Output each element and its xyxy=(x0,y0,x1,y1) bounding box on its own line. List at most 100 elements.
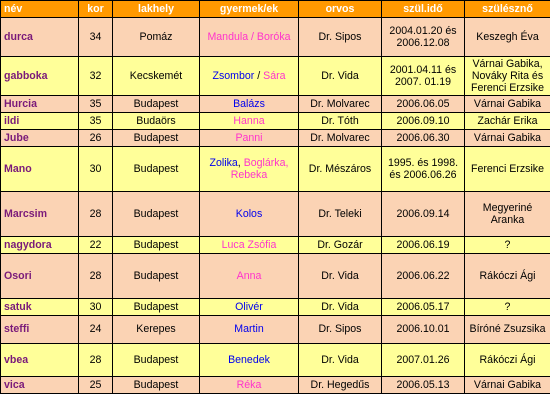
kid-name-girl: Hanna xyxy=(233,114,265,127)
cell-name: Mano xyxy=(0,146,79,192)
cell-kids: Anna xyxy=(199,253,299,299)
cell-name: Hurcia xyxy=(0,95,79,113)
table-row: steffi 24 Kerepes Martin Dr. Sipos 2006.10.01… xyxy=(0,315,550,344)
kid-name-girl: Panni xyxy=(235,131,263,144)
cell-midwife: Várnai Gabika xyxy=(464,376,550,394)
kid-name-boy: Zsombor xyxy=(212,69,255,82)
cell-kids: Kolos xyxy=(199,191,299,237)
cell-midwife: Rákóczi Ági xyxy=(464,253,550,299)
cell-kids: Benedek xyxy=(199,343,299,377)
kid-name-girl: Boglárka, Rebeka xyxy=(230,156,289,181)
cell-town: Budapest xyxy=(112,343,200,377)
table-row: Jube 26 Budapest Panni Dr. Molvarec 2006.06.3… xyxy=(0,129,550,147)
cell-town: Budapest xyxy=(112,95,200,113)
cell-midwife: Rákóczi Ági xyxy=(464,343,550,377)
table-row: Osori 28 Budapest Anna Dr. Vida 2006.06.22 Rák… xyxy=(0,253,550,299)
cell-town: Budapest xyxy=(112,298,200,316)
cell-kids: Olivér xyxy=(199,298,299,316)
kid-name-girl: Anna xyxy=(236,269,262,282)
cell-birthdate: 2006.05.17 xyxy=(381,298,465,316)
cell-doctor: Dr. Gozár xyxy=(298,236,382,254)
cell-kids: Martin xyxy=(199,315,299,344)
kid-name-boy: Balázs xyxy=(233,97,265,110)
cell-kids: Zsombor / Sára xyxy=(199,56,299,96)
table-row: Hurcia 35 Budapest Balázs Dr. Molvarec 2006.0… xyxy=(0,95,550,113)
cell-doctor: Dr. Sipos xyxy=(298,17,382,57)
cell-name: gabboka xyxy=(0,56,79,96)
cell-town: Budapest xyxy=(112,191,200,237)
table-row: Marcsim 28 Budapest Kolos Dr. Teleki 2006.09.… xyxy=(0,191,550,237)
cell-midwife: Várnai Gabika xyxy=(464,95,550,113)
kid-name-girl: Mandula / Boróka xyxy=(207,30,291,43)
header-row: név kor lakhely gyermek/ek orvos szül.id… xyxy=(0,0,550,18)
table-row: vica 25 Budapest Réka Dr. Hegedűs 2006.05.13 V… xyxy=(0,376,550,394)
cell-doctor: Dr. Mészáros xyxy=(298,146,382,192)
cell-town: Budapest xyxy=(112,253,200,299)
kid-name-boy: Olivér xyxy=(235,300,263,313)
kid-name-boy: Zolika xyxy=(209,156,238,169)
cell-age: 25 xyxy=(78,376,113,394)
header-birthdate: szül.idő xyxy=(381,0,465,18)
kid-name-boy: Martin xyxy=(234,323,264,336)
cell-doctor: Dr. Vida xyxy=(298,253,382,299)
cell-birthdate: 2007.01.26 xyxy=(381,343,465,377)
cell-midwife: Várnai Gabika xyxy=(464,129,550,147)
cell-doctor: Dr. Vida xyxy=(298,343,382,377)
header-age: kor xyxy=(78,0,113,18)
cell-kids: Panni xyxy=(199,129,299,147)
cell-kids: Hanna xyxy=(199,112,299,130)
cell-name: ildi xyxy=(0,112,79,130)
cell-age: 26 xyxy=(78,129,113,147)
kid-name-boy: Kolos xyxy=(235,207,263,220)
cell-town: Budapest xyxy=(112,376,200,394)
header-name: név xyxy=(0,0,79,18)
cell-name: nagydora xyxy=(0,236,79,254)
cell-age: 24 xyxy=(78,315,113,344)
cell-name: satuk xyxy=(0,298,79,316)
cell-town: Budapest xyxy=(112,146,200,192)
cell-town: Budaörs xyxy=(112,112,200,130)
cell-birthdate: 2006.10.01 xyxy=(381,315,465,344)
cell-midwife: Megyeriné Aranka xyxy=(464,191,550,237)
cell-midwife: Ferenci Erzsike xyxy=(464,146,550,192)
cell-birthdate: 2006.06.19 xyxy=(381,236,465,254)
kid-separator: , xyxy=(237,156,244,169)
cell-midwife: ? xyxy=(464,298,550,316)
cell-town: Pomáz xyxy=(112,17,200,57)
cell-kids: Réka xyxy=(199,376,299,394)
header-doctor: orvos xyxy=(298,0,382,18)
cell-name: vbea xyxy=(0,343,79,377)
kid-separator: / xyxy=(254,69,264,82)
cell-birthdate: 1995. és 1998. és 2006.06.26 xyxy=(381,146,465,192)
cell-town: Kerepes xyxy=(112,315,200,344)
cell-name: steffi xyxy=(0,315,79,344)
cell-age: 28 xyxy=(78,191,113,237)
cell-midwife: Várnai Gabika, Nováky Rita és Ferenci Er… xyxy=(464,56,550,96)
cell-midwife: Zachár Erika xyxy=(464,112,550,130)
kid-name-girl: Luca Zsófia xyxy=(221,238,277,251)
cell-age: 34 xyxy=(78,17,113,57)
cell-age: 30 xyxy=(78,298,113,316)
cell-name: Marcsim xyxy=(0,191,79,237)
cell-birthdate: 2001.04.11 és 2007. 01.19 xyxy=(381,56,465,96)
cell-age: 28 xyxy=(78,343,113,377)
cell-age: 30 xyxy=(78,146,113,192)
cell-doctor: Dr. Molvarec xyxy=(298,129,382,147)
cell-doctor: Dr. Hegedűs xyxy=(298,376,382,394)
cell-doctor: Dr. Teleki xyxy=(298,191,382,237)
cell-name: vica xyxy=(0,376,79,394)
cell-town: Budapest xyxy=(112,129,200,147)
table-row: nagydora 22 Budapest Luca Zsófia Dr. Gozár 20… xyxy=(0,236,550,254)
cell-town: Kecskemét xyxy=(112,56,200,96)
cell-birthdate: 2006.06.30 xyxy=(381,129,465,147)
cell-birthdate: 2006.06.22 xyxy=(381,253,465,299)
cell-age: 35 xyxy=(78,112,113,130)
cell-midwife: ? xyxy=(464,236,550,254)
cell-birthdate: 2006.09.10 xyxy=(381,112,465,130)
cell-doctor: Dr. Molvarec xyxy=(298,95,382,113)
cell-doctor: Dr. Sipos xyxy=(298,315,382,344)
kid-name-boy: Benedek xyxy=(228,353,270,366)
table-row: gabboka 32 Kecskemét Zsombor / Sára Dr. Vida… xyxy=(0,56,550,96)
header-midwife: szülésznő xyxy=(464,0,550,18)
cell-doctor: Dr. Vida xyxy=(298,56,382,96)
